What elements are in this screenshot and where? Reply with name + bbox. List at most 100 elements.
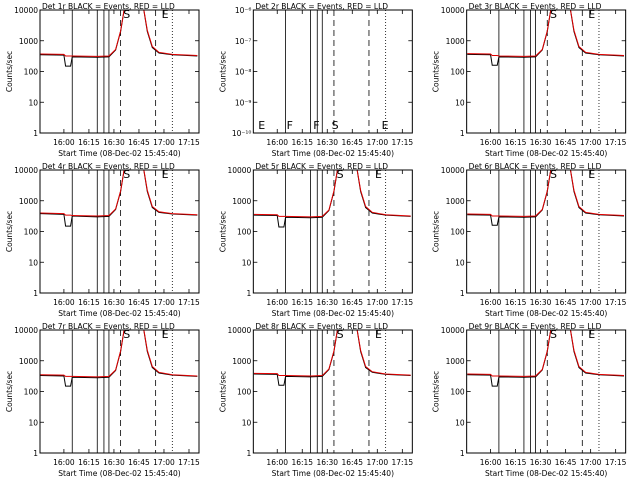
y-tick-label: 100 (237, 388, 252, 397)
x-tick-label: 16:45 (341, 298, 363, 307)
x-tick-label: 17:15 (605, 138, 627, 147)
y-tick-label: 1 (460, 449, 465, 458)
annotation: S (123, 8, 130, 21)
panel: Det 9r BLACK = Events, RED = LLD Start Ti… (432, 322, 627, 478)
y-tick-label: 10 (455, 258, 465, 267)
x-tick-label: 16:15 (505, 298, 527, 307)
x-tick-label: 17:00 (366, 458, 388, 467)
x-axis-label: Start Time (08-Dec-02 15:45:40) (272, 149, 394, 158)
x-tick-label: 16:00 (53, 458, 75, 467)
x-tick-label: 16:00 (480, 138, 502, 147)
y-tick-label: 10000 (441, 6, 465, 15)
y-axis-label: Counts/sec (432, 211, 441, 252)
y-tick-label: 10 (455, 98, 465, 107)
y-axis-label: Counts/sec (5, 371, 14, 412)
annotation: E (588, 328, 595, 341)
x-axis-label: Start Time (08-Dec-02 15:45:40) (485, 309, 607, 318)
x-axis-label: Start Time (08-Dec-02 15:45:40) (58, 469, 180, 478)
y-tick-label: 1000 (232, 197, 251, 206)
y-tick-label: 10 (242, 418, 252, 427)
annotation: E (375, 168, 382, 181)
x-tick-label: 17:15 (605, 298, 627, 307)
annotation: S (123, 328, 130, 341)
series-line (40, 10, 198, 57)
annotation: E (588, 168, 595, 181)
y-tick-label: 1 (247, 449, 252, 458)
x-tick-label: 16:45 (555, 298, 577, 307)
x-tick-label: 16:15 (291, 298, 313, 307)
x-tick-label: 17:15 (178, 298, 200, 307)
series-line (40, 170, 198, 217)
x-tick-label: 17:00 (366, 138, 388, 147)
y-tick-label: 1000 (19, 197, 38, 206)
x-axis-label: Start Time (08-Dec-02 15:45:40) (58, 309, 180, 318)
series-line (467, 330, 625, 377)
y-tick-label: 1 (460, 129, 465, 138)
y-tick-label: 100 (24, 228, 39, 237)
y-tick-label: 100 (450, 228, 465, 237)
y-tick-label: 10000 (227, 166, 251, 175)
plot-frame (252, 169, 413, 294)
x-tick-label: 16:30 (530, 298, 552, 307)
y-axis-label: Counts/sec (218, 51, 227, 92)
y-tick-label: 1000 (19, 357, 38, 366)
panel-title: Det 2r BLACK = Events, RED = LLD (255, 2, 388, 11)
panel: Det 5r BLACK = Events, RED = LLD Start Ti… (218, 162, 414, 318)
plot-frame (39, 329, 200, 454)
y-tick-label: 1000 (19, 37, 38, 46)
annotation: S (337, 328, 344, 341)
x-tick-label: 17:15 (392, 458, 414, 467)
y-tick-label: 1000 (446, 197, 465, 206)
x-tick-label: 16:15 (78, 138, 100, 147)
y-tick-label: 10⁻¹⁰ (232, 129, 252, 138)
x-tick-label: 16:30 (103, 298, 125, 307)
x-tick-label: 17:00 (153, 458, 175, 467)
x-tick-label: 16:45 (128, 458, 150, 467)
annotation: E (258, 119, 265, 132)
panel-title: Det 7r BLACK = Events, RED = LLD (42, 322, 175, 331)
x-tick-label: 16:00 (480, 458, 502, 467)
x-tick-label: 17:00 (580, 458, 602, 467)
x-tick-label: 16:30 (316, 458, 338, 467)
x-tick-label: 16:30 (103, 458, 125, 467)
panel: Det 4r BLACK = Events, RED = LLD Start Ti… (5, 162, 200, 318)
plot-frame (252, 329, 413, 454)
annotation: S (337, 168, 344, 181)
annotation: S (550, 168, 557, 181)
x-tick-label: 17:00 (580, 138, 602, 147)
x-tick-label: 16:30 (530, 138, 552, 147)
annotation: F (287, 119, 293, 132)
x-tick-label: 16:45 (555, 138, 577, 147)
panel-title: Det 1r BLACK = Events, RED = LLD (42, 2, 175, 11)
panel-title: Det 9r BLACK = Events, RED = LLD (469, 322, 602, 331)
x-tick-label: 16:15 (505, 138, 527, 147)
annotation: E (382, 119, 389, 132)
x-axis-label: Start Time (08-Dec-02 15:45:40) (485, 149, 607, 158)
y-tick-label: 10⁻⁶ (235, 6, 252, 15)
x-tick-label: 16:45 (128, 298, 150, 307)
x-tick-label: 17:00 (153, 298, 175, 307)
x-tick-label: 17:00 (366, 298, 388, 307)
x-tick-label: 16:45 (128, 138, 150, 147)
plot-frame (39, 169, 200, 294)
annotation: S (550, 8, 557, 21)
series-line (253, 170, 411, 218)
x-tick-label: 16:15 (291, 458, 313, 467)
x-tick-label: 16:00 (266, 458, 288, 467)
panel: Det 6r BLACK = Events, RED = LLD Start Ti… (432, 162, 627, 318)
panel-title: Det 3r BLACK = Events, RED = LLD (469, 2, 602, 11)
x-tick-label: 16:30 (530, 458, 552, 467)
panel: Det 8r BLACK = Events, RED = LLD Start Ti… (218, 322, 414, 478)
y-tick-label: 1000 (232, 357, 251, 366)
x-tick-label: 16:00 (266, 298, 288, 307)
x-tick-label: 17:15 (605, 458, 627, 467)
y-tick-label: 100 (24, 388, 39, 397)
y-tick-label: 100 (450, 388, 465, 397)
series-line (253, 330, 411, 377)
plot-frame (466, 169, 627, 294)
x-tick-label: 17:15 (392, 298, 414, 307)
x-tick-label: 17:15 (392, 138, 414, 147)
y-tick-label: 10 (455, 418, 465, 427)
